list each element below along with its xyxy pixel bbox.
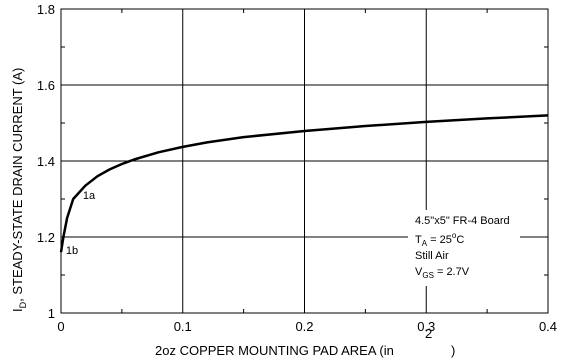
minor-ticks	[61, 9, 548, 313]
y-tick-labels: 1 1.2 1.4 1.6 1.8	[37, 2, 55, 321]
y-tick-label: 1.2	[37, 230, 55, 245]
y-axis-label: ID, STEADY-STATE DRAIN CURRENT (A)	[10, 68, 28, 312]
x-tick-labels: 0 0.1 0.2 0.3 0.4	[57, 319, 557, 334]
conditions-box	[408, 210, 520, 286]
annotation-1a: 1a	[83, 190, 96, 202]
x-tick-label: 0.3	[417, 319, 435, 334]
x-axis-label-close: )	[451, 343, 455, 358]
x-tick-label: 0	[57, 319, 64, 334]
y-tick-label: 1.6	[37, 78, 55, 93]
condition-board: 4.5"x5" FR-4 Board	[415, 215, 510, 227]
x-tick-label: 0.1	[174, 319, 192, 334]
x-axis-label: 2oz COPPER MOUNTING PAD AREA (in	[155, 343, 394, 358]
x-tick-label: 0.2	[295, 319, 313, 334]
y-tick-label: 1.8	[37, 2, 55, 17]
condition-ta: TA = 25oC	[415, 231, 464, 248]
x-axis-label-exponent: 2	[425, 326, 432, 341]
annotation-1b: 1b	[66, 245, 78, 257]
y-tick-label: 1.4	[37, 154, 55, 169]
y-tick-label: 1	[48, 306, 55, 321]
plot-frame	[60, 8, 549, 314]
x-tick-label: 0.4	[539, 319, 557, 334]
series-line	[59, 114, 549, 253]
condition-air: Still Air	[415, 250, 449, 262]
curve-annotations: 1a 1b	[66, 190, 96, 257]
condition-vgs: VGS = 2.7V	[415, 266, 470, 280]
